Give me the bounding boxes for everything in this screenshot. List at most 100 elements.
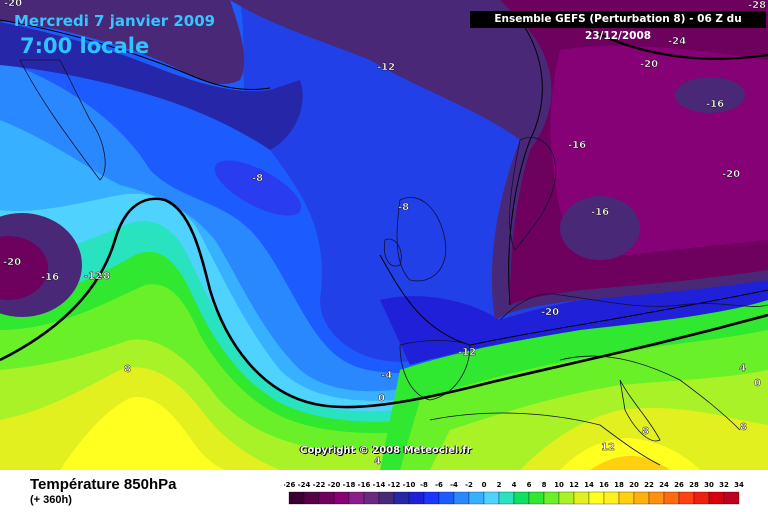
map-label: -12	[84, 271, 102, 282]
footer-bar	[0, 470, 768, 512]
legend-tick-label: -10	[403, 481, 416, 489]
legend-swatch	[393, 491, 410, 505]
temp-band-plus12	[60, 397, 225, 470]
isotherm-labels: -20 -28 -24 -20 -16 -12 -16 -20 -16 -8 -…	[3, 0, 767, 467]
legend-swatch	[708, 491, 725, 505]
forecast-time: 7:00 locale	[20, 34, 150, 58]
map-label: -8	[99, 271, 110, 282]
map-label: -16	[706, 99, 724, 110]
isotherm-greenland	[0, 19, 271, 90]
legend-swatch	[723, 491, 740, 505]
map-label: 0	[754, 378, 761, 389]
cold-pocket-atlantic	[214, 160, 302, 216]
legend-tick-label: 22	[644, 481, 654, 489]
legend-swatch	[513, 491, 530, 505]
legend-tick-label: 4	[512, 481, 517, 489]
map-label: -24	[668, 36, 686, 47]
map-label: -20	[541, 307, 559, 318]
legend-swatch	[363, 491, 380, 505]
map-label: -4	[381, 370, 392, 381]
legend-tick-label: 24	[659, 481, 669, 489]
isotherm-zero	[0, 197, 768, 409]
legend-swatch	[423, 491, 440, 505]
map-label: 8	[124, 364, 131, 375]
copyright-text: Copyright © 2008 Meteociel.fr	[300, 445, 472, 456]
legend-tick-label: 6	[527, 481, 532, 489]
legend-tick-label: 26	[674, 481, 684, 489]
legend-tick-label: 20	[629, 481, 639, 489]
legend-swatch	[618, 491, 635, 505]
legend-tick-label: -12	[388, 481, 401, 489]
legend-tick-label: 14	[584, 481, 594, 489]
map-label: 4	[739, 363, 746, 374]
forecast-date: Mercredi 7 janvier 2009	[14, 12, 216, 30]
map-label: 12	[601, 442, 615, 453]
legend-swatch	[288, 491, 305, 505]
legend-swatch	[303, 491, 320, 505]
legend-tick-label: 30	[704, 481, 714, 489]
model-run-label: Ensemble GEFS (Perturbation 8) - 06 Z du…	[470, 11, 766, 42]
legend-tick-label: -6	[435, 481, 443, 489]
legend-swatch	[348, 491, 365, 505]
legend-swatch	[468, 491, 485, 505]
legend-swatch	[528, 491, 545, 505]
map-label: 4	[374, 456, 381, 467]
legend-tick-label: 8	[542, 481, 547, 489]
legend-tick-label: -24	[298, 481, 311, 489]
cold-pocket-east	[560, 196, 640, 260]
forecast-range: (+ 360h)	[30, 494, 72, 506]
legend-tick-label: 32	[719, 481, 729, 489]
legend-tick-label: -18	[343, 481, 356, 489]
legend-swatch	[438, 491, 455, 505]
legend-tick-label: -2	[465, 481, 473, 489]
legend-swatch	[543, 491, 560, 505]
legend-tick-label: -26	[284, 481, 295, 489]
legend-tick-label: 28	[689, 481, 699, 489]
color-scale-legend: -26-24-22-20-18-16-14-12-10-8-6-4-202468…	[284, 481, 744, 505]
isotherm-minus12	[379, 254, 768, 346]
map-label: 8	[740, 422, 747, 433]
legend-tick-label: -8	[420, 481, 428, 489]
legend-tick-label: 0	[482, 481, 487, 489]
map-label: -28	[748, 0, 766, 11]
legend-swatch	[408, 491, 425, 505]
legend-swatch	[603, 491, 620, 505]
legend-swatch	[498, 491, 515, 505]
legend-tick-label: 10	[554, 481, 564, 489]
legend-swatch	[333, 491, 350, 505]
map-label: -16	[591, 207, 609, 218]
legend-tick-label: 2	[497, 481, 502, 489]
legend-swatch	[693, 491, 710, 505]
parameter-title: Température 850hPa	[30, 476, 177, 493]
legend-tick-label: 18	[614, 481, 624, 489]
legend-swatch	[588, 491, 605, 505]
legend-swatch	[663, 491, 680, 505]
legend-tick-label: 34	[734, 481, 744, 489]
isotherm-minus28	[589, 29, 768, 60]
legend-swatch	[378, 491, 395, 505]
legend-swatch	[633, 491, 650, 505]
temperature-map: -20 -28 -24 -20 -16 -12 -16 -20 -16 -8 -…	[0, 0, 768, 470]
legend-swatch	[648, 491, 665, 505]
temp-band-southeast-14	[590, 455, 670, 470]
map-label: -8	[252, 173, 263, 184]
legend-tick-label: 16	[599, 481, 609, 489]
map-label: 8	[642, 426, 649, 437]
legend-swatch	[453, 491, 470, 505]
temp-band-southeast-12	[560, 438, 700, 470]
map-label: -16	[41, 272, 59, 283]
map-label: -12	[458, 347, 476, 358]
temp-band-greenland	[0, 0, 245, 85]
legend-tick-label: -22	[313, 481, 326, 489]
legend-tick-label: -4	[450, 481, 458, 489]
legend-swatch	[483, 491, 500, 505]
map-label: -20	[722, 169, 740, 180]
legend-tick-label: 12	[569, 481, 579, 489]
cold-low-west-core	[0, 236, 48, 300]
map-label: -8	[398, 202, 409, 213]
map-label: 0	[378, 393, 385, 404]
legend-swatch	[573, 491, 590, 505]
legend-swatch	[318, 491, 335, 505]
cold-pocket-north	[675, 77, 745, 113]
